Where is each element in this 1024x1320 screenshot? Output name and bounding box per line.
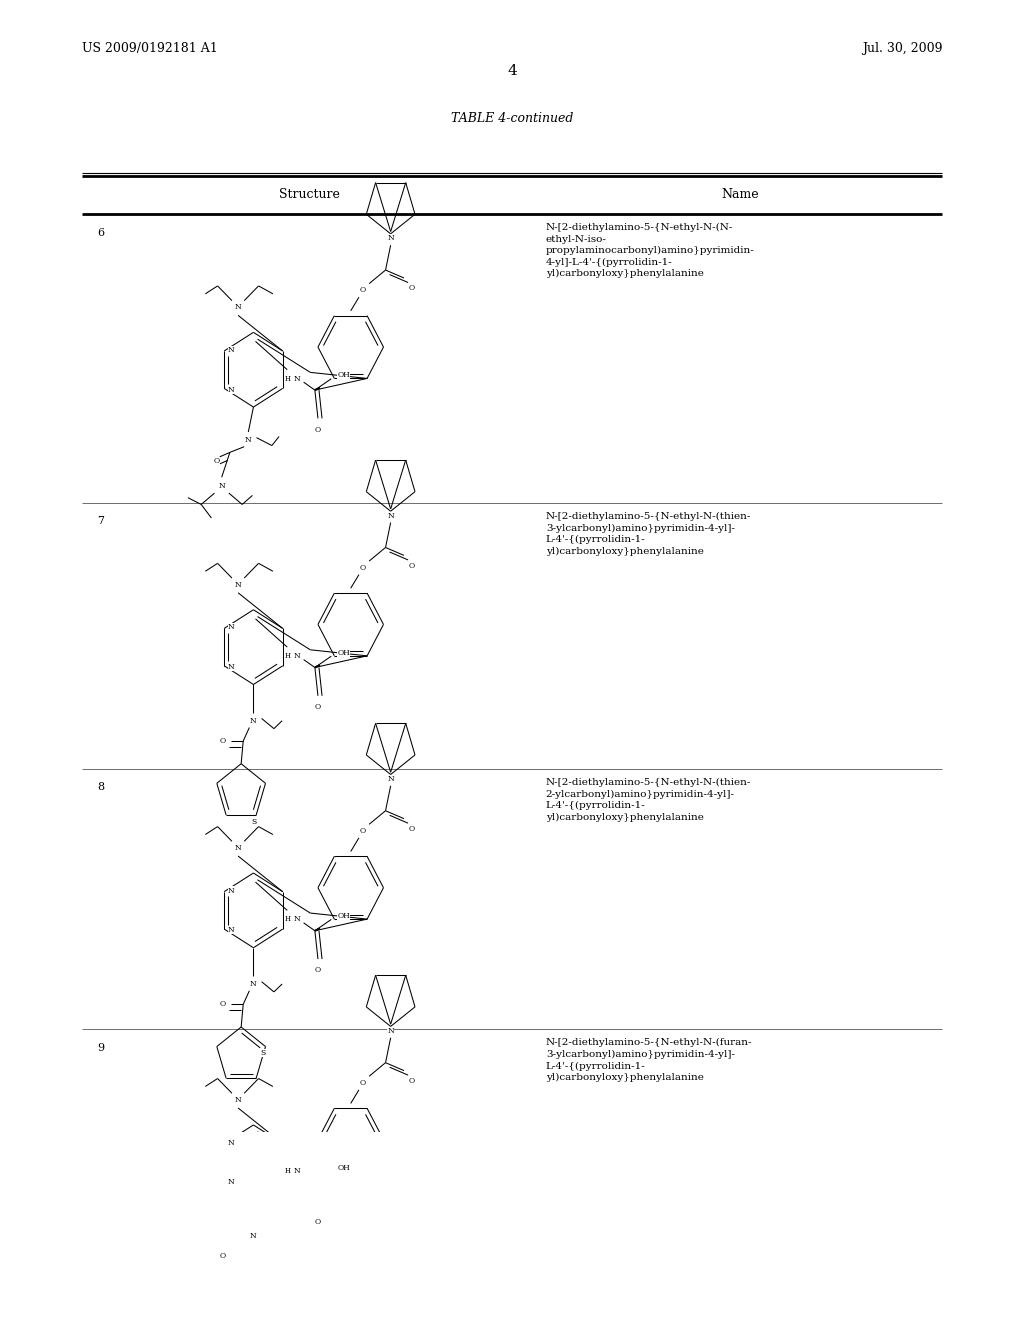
Text: N: N <box>387 235 394 243</box>
Text: N: N <box>234 843 242 853</box>
Text: O: O <box>220 1001 225 1008</box>
Text: Jul. 30, 2009: Jul. 30, 2009 <box>861 42 942 55</box>
Text: 8: 8 <box>97 783 104 792</box>
Text: N: N <box>228 346 234 354</box>
Text: O: O <box>315 966 321 974</box>
Text: O: O <box>360 564 366 572</box>
Text: S: S <box>252 818 257 826</box>
Text: N: N <box>234 304 242 312</box>
Text: 6: 6 <box>97 227 104 238</box>
Text: OH: OH <box>337 1164 350 1172</box>
Text: O: O <box>360 1078 366 1088</box>
Text: H: H <box>285 652 290 660</box>
Text: N: N <box>228 887 234 895</box>
Text: N-[2-diethylamino-5-{N-ethyl-N-(thien-
2-ylcarbonyl)amino}pyrimidin-4-yl]-
L-4'-: N-[2-diethylamino-5-{N-ethyl-N-(thien- 2… <box>546 777 752 822</box>
Text: O: O <box>315 426 321 434</box>
Text: TABLE 4-continued: TABLE 4-continued <box>451 112 573 125</box>
Text: O: O <box>410 825 415 833</box>
Text: OH: OH <box>337 371 350 379</box>
Text: N: N <box>228 927 234 935</box>
Text: N: N <box>250 979 257 987</box>
Text: O: O <box>315 1218 321 1226</box>
Text: H: H <box>285 375 290 383</box>
Text: N: N <box>294 916 301 924</box>
Text: N: N <box>245 436 252 444</box>
Text: N-[2-diethylamino-5-{N-ethyl-N-(N-
ethyl-N-iso-
propylaminocarbonyl)amino}pyrimi: N-[2-diethylamino-5-{N-ethyl-N-(N- ethyl… <box>546 223 755 279</box>
Text: O: O <box>410 284 415 292</box>
Text: 9: 9 <box>97 1043 104 1053</box>
Text: N: N <box>250 717 257 725</box>
Text: N: N <box>250 1232 257 1239</box>
Text: N: N <box>228 1179 234 1187</box>
Text: H: H <box>285 1167 290 1175</box>
Text: N-[2-diethylamino-5-{N-ethyl-N-(furan-
3-ylcarbonyl)amino}pyrimidin-4-yl]-
L-4'-: N-[2-diethylamino-5-{N-ethyl-N-(furan- 3… <box>546 1039 753 1082</box>
Text: N: N <box>228 623 234 631</box>
Text: OH: OH <box>337 912 350 920</box>
Text: N-[2-diethylamino-5-{N-ethyl-N-(thien-
3-ylcarbonyl)amino}pyrimidin-4-yl]-
L-4'-: N-[2-diethylamino-5-{N-ethyl-N-(thien- 3… <box>546 512 752 556</box>
Text: N: N <box>234 1096 242 1104</box>
Text: O: O <box>360 286 366 294</box>
Text: O: O <box>220 1253 225 1261</box>
Text: Name: Name <box>721 189 759 201</box>
Text: O: O <box>214 458 219 466</box>
Text: N: N <box>387 512 394 520</box>
Text: O: O <box>220 737 225 744</box>
Text: 7: 7 <box>97 516 104 527</box>
Text: OH: OH <box>337 648 350 657</box>
Text: O: O <box>410 1077 415 1085</box>
Text: N: N <box>228 385 234 393</box>
Text: US 2009/0192181 A1: US 2009/0192181 A1 <box>82 42 218 55</box>
Text: N: N <box>387 1027 394 1035</box>
Text: N: N <box>387 775 394 783</box>
Text: N: N <box>228 663 234 671</box>
Text: S: S <box>261 1049 266 1057</box>
Text: N: N <box>294 375 301 383</box>
Text: O: O <box>410 561 415 570</box>
Text: Structure: Structure <box>280 189 340 201</box>
Text: 4: 4 <box>507 65 517 78</box>
Text: O: O <box>315 704 321 711</box>
Text: N: N <box>228 1139 234 1147</box>
Text: N: N <box>294 652 301 660</box>
Text: O: O <box>360 828 366 836</box>
Text: N: N <box>218 482 225 490</box>
Text: N: N <box>234 581 242 589</box>
Text: N: N <box>294 1167 301 1175</box>
Text: H: H <box>285 916 290 924</box>
